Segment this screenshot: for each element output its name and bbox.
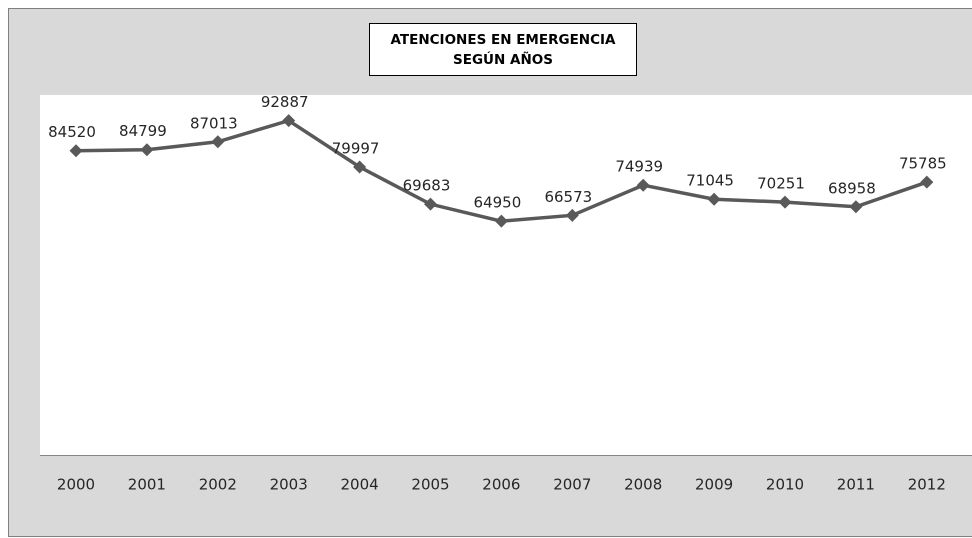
plot-area [40, 95, 972, 455]
x-tick-label: 2002 [199, 476, 237, 494]
data-label: 84520 [48, 123, 96, 141]
x-tick-label: 2009 [695, 476, 733, 494]
x-tick-label: 2000 [57, 476, 95, 494]
x-tick-label: 2011 [837, 476, 875, 494]
chart-title: SEGÚN AÑOS [453, 50, 553, 68]
data-marker [494, 214, 508, 228]
data-label: 71045 [686, 172, 734, 190]
data-marker [920, 175, 934, 189]
data-marker [849, 200, 863, 214]
x-tick-label: 2001 [128, 476, 166, 494]
x-tick-label: 2007 [553, 476, 591, 494]
x-tick-label: 2008 [624, 476, 662, 494]
data-label: 87013 [190, 114, 238, 132]
data-marker [211, 135, 225, 149]
data-label: 74939 [615, 158, 663, 176]
x-tick-label: 2010 [766, 476, 804, 494]
data-label: 84799 [119, 122, 167, 140]
data-marker [778, 195, 792, 209]
data-marker [140, 143, 154, 157]
data-label: 79997 [332, 140, 380, 158]
x-tick-label: 2012 [908, 476, 946, 494]
x-tick-label: 2003 [270, 476, 308, 494]
x-tick-label: 2005 [411, 476, 449, 494]
data-label: 69683 [403, 177, 451, 195]
data-label: 68958 [828, 179, 876, 197]
data-marker [353, 160, 367, 174]
title-box [369, 23, 637, 76]
data-label: 75785 [899, 155, 947, 173]
data-marker [282, 114, 296, 128]
data-marker [69, 144, 83, 158]
x-tick-label: 2004 [341, 476, 379, 494]
data-label: 92887 [261, 93, 309, 111]
data-label: 64950 [474, 194, 522, 212]
data-marker [565, 208, 579, 222]
data-marker [424, 197, 437, 211]
data-label: 66573 [544, 188, 592, 206]
data-marker [707, 192, 721, 206]
chart-title: ATENCIONES EN EMERGENCIA [391, 32, 617, 48]
x-tick-label: 2006 [482, 476, 520, 494]
data-label: 70251 [757, 175, 805, 193]
data-marker [636, 178, 650, 192]
